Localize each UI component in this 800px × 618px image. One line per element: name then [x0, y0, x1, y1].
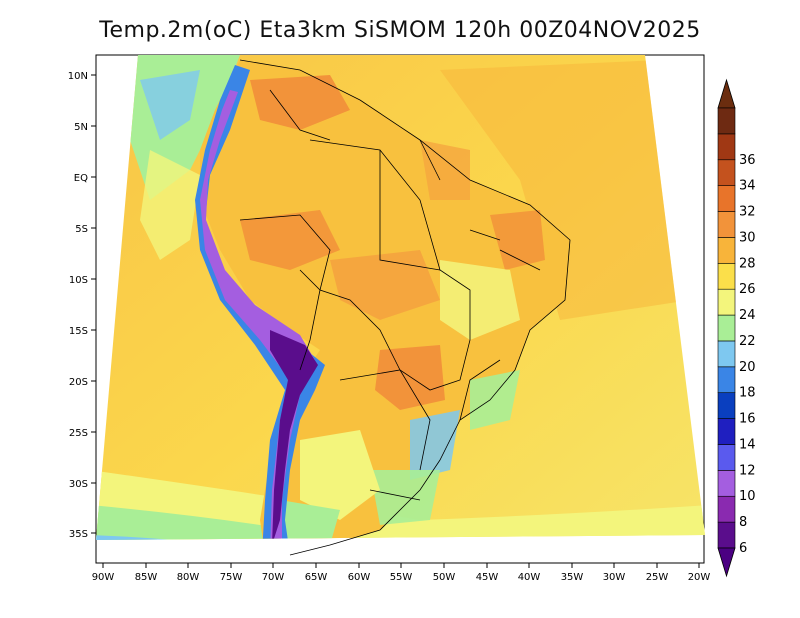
lon-label: 60W	[348, 572, 371, 583]
colorbar-label: 32	[739, 205, 756, 220]
colorbar: 6 8 10 12 14 16 18 20 22 24 26 28 30 32 34 36	[717, 78, 756, 578]
lon-label: 20W	[688, 572, 711, 583]
colorbar-segment	[717, 262, 736, 290]
lat-label: 10N	[68, 71, 88, 82]
lat-label: 5N	[74, 122, 88, 133]
temperature-field	[96, 55, 705, 540]
lat-label: 30S	[69, 479, 88, 490]
colorbar-min-arrow	[717, 547, 736, 578]
colorbar-label: 26	[739, 282, 756, 297]
colorbar-segment	[717, 185, 736, 212]
latitude-labels: 10N 5N EQ 5S 10S 15S 20S 25S 30S 35S	[68, 71, 88, 540]
lon-label: 55W	[390, 572, 413, 583]
lon-label: 90W	[92, 572, 115, 583]
colorbar-label: 22	[739, 334, 756, 349]
lon-label: 25W	[646, 572, 669, 583]
lat-label: 35S	[69, 529, 88, 540]
colorbar-label: 20	[739, 360, 756, 375]
colorbar-segment	[717, 159, 736, 186]
lon-label: 35W	[561, 572, 584, 583]
lon-label: 85W	[135, 572, 158, 583]
colorbar-label: 12	[739, 463, 756, 478]
colorbar-label: 34	[739, 179, 756, 194]
axis-ticks	[91, 74, 700, 568]
lat-label: 25S	[69, 428, 88, 439]
colorbar-label: 28	[739, 256, 756, 271]
lat-label: EQ	[74, 173, 88, 184]
colorbar-label: 30	[739, 230, 756, 245]
colorbar-segment	[717, 211, 736, 238]
colorbar-segment	[717, 521, 736, 549]
colorbar-label: 6	[739, 541, 747, 556]
lon-label: 30W	[603, 572, 626, 583]
colorbar-segment	[717, 237, 736, 264]
colorbar-label: 8	[739, 515, 747, 530]
colorbar-segment	[717, 470, 736, 497]
colorbar-segment	[717, 444, 736, 471]
lon-label: 40W	[518, 572, 541, 583]
longitude-labels: 90W 85W 80W 75W 70W 65W 60W 55W 50W 45W …	[92, 572, 711, 583]
colorbar-label: 10	[739, 489, 756, 504]
lat-label: 10S	[69, 275, 88, 286]
colorbar-label: 14	[739, 437, 756, 452]
lat-label: 5S	[75, 224, 88, 235]
colorbar-segment	[717, 133, 736, 161]
colorbar-segment	[717, 107, 736, 135]
colorbar-segment	[717, 314, 736, 342]
colorbar-segment	[717, 495, 736, 523]
lon-label: 70W	[262, 572, 285, 583]
colorbar-max-arrow	[717, 78, 736, 109]
lon-label: 45W	[476, 572, 499, 583]
lon-label: 65W	[305, 572, 328, 583]
colorbar-segment	[717, 418, 736, 445]
lat-label: 20S	[69, 377, 88, 388]
lon-label: 80W	[177, 572, 200, 583]
colorbar-segment	[717, 340, 736, 368]
colorbar-label: 24	[739, 308, 756, 323]
colorbar-label: 18	[739, 386, 756, 401]
lon-label: 50W	[433, 572, 456, 583]
colorbar-label: 36	[739, 153, 756, 168]
colorbar-segment	[717, 366, 736, 394]
colorbar-segment	[717, 392, 736, 419]
colorbar-label: 16	[739, 412, 756, 427]
lon-label: 75W	[220, 572, 243, 583]
lat-label: 15S	[69, 326, 88, 337]
map-title: Temp.2m(oC) Eta3km SiSMOM 120h 00Z04NOV2…	[99, 18, 701, 43]
colorbar-segment	[717, 288, 736, 316]
country-borders	[239, 59, 571, 556]
